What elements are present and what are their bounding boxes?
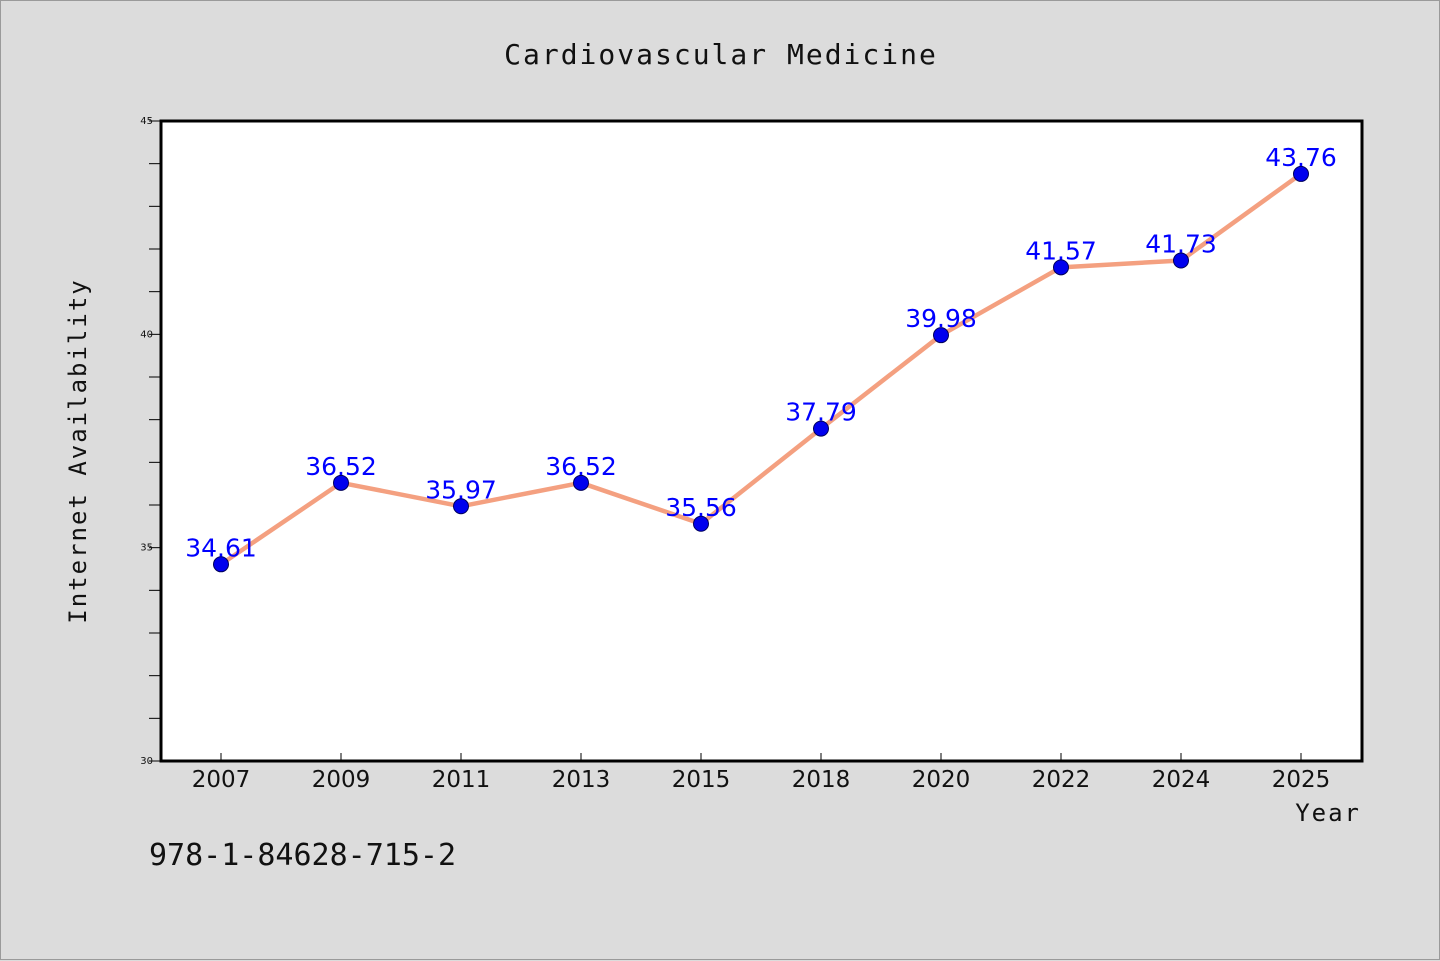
data-label: 43.76	[1265, 143, 1337, 172]
data-label: 37.79	[785, 398, 857, 427]
y-axis: 30 35 40 45	[140, 116, 161, 767]
y-tick-label: 35	[140, 543, 153, 554]
data-point	[333, 474, 349, 491]
data-point	[453, 498, 469, 515]
x-tick-label: 2015	[672, 767, 731, 793]
x-tick-label: 2020	[912, 767, 971, 793]
y-axis-label: Internet Availability	[64, 278, 92, 623]
x-tick-label: 2025	[1272, 767, 1331, 793]
data-label: 35.56	[665, 493, 737, 522]
x-tick-label: 2009	[312, 767, 371, 793]
data-label: 36.52	[545, 452, 617, 481]
x-tick-label: 2018	[792, 767, 851, 793]
data-label: 41.73	[1145, 230, 1217, 259]
data-point	[1293, 165, 1309, 182]
y-tick-label: 40	[140, 329, 153, 340]
x-tick-label: 2007	[192, 767, 251, 793]
x-tick-label: 2022	[1032, 767, 1091, 793]
data-point	[813, 420, 829, 437]
data-label: 39.98	[905, 304, 977, 333]
series-layer: 34.61 36.52 35.97 36.52 35.56 37.79 39.98 41.57…	[185, 143, 1337, 573]
data-point	[573, 474, 589, 491]
data-label: 34.61	[185, 533, 257, 562]
chart-title: Cardiovascular Medicine	[504, 38, 938, 71]
x-tick-label: 2024	[1152, 767, 1211, 793]
plot-area	[159, 119, 1364, 763]
data-point	[213, 556, 229, 573]
data-label: 35.97	[425, 475, 497, 504]
data-label: 41.57	[1025, 236, 1097, 265]
y-tick-label: 30	[140, 756, 153, 767]
data-point	[1053, 259, 1069, 276]
isbn-annotation: 978-1-84628-715-2	[149, 838, 456, 873]
x-tick-label: 2011	[432, 767, 491, 793]
series-line	[218, 171, 1304, 567]
data-label: 36.52	[305, 452, 377, 481]
y-tick-label: 45	[140, 116, 153, 127]
data-point	[1173, 252, 1189, 269]
x-tick-label: 2013	[552, 767, 611, 793]
x-axis-label: Year	[1295, 799, 1361, 827]
data-point	[933, 327, 949, 344]
data-point	[693, 515, 709, 532]
x-axis: 2007 2009 2011 2013 2015 2018 2020 2022 2024 2025	[192, 753, 1331, 793]
